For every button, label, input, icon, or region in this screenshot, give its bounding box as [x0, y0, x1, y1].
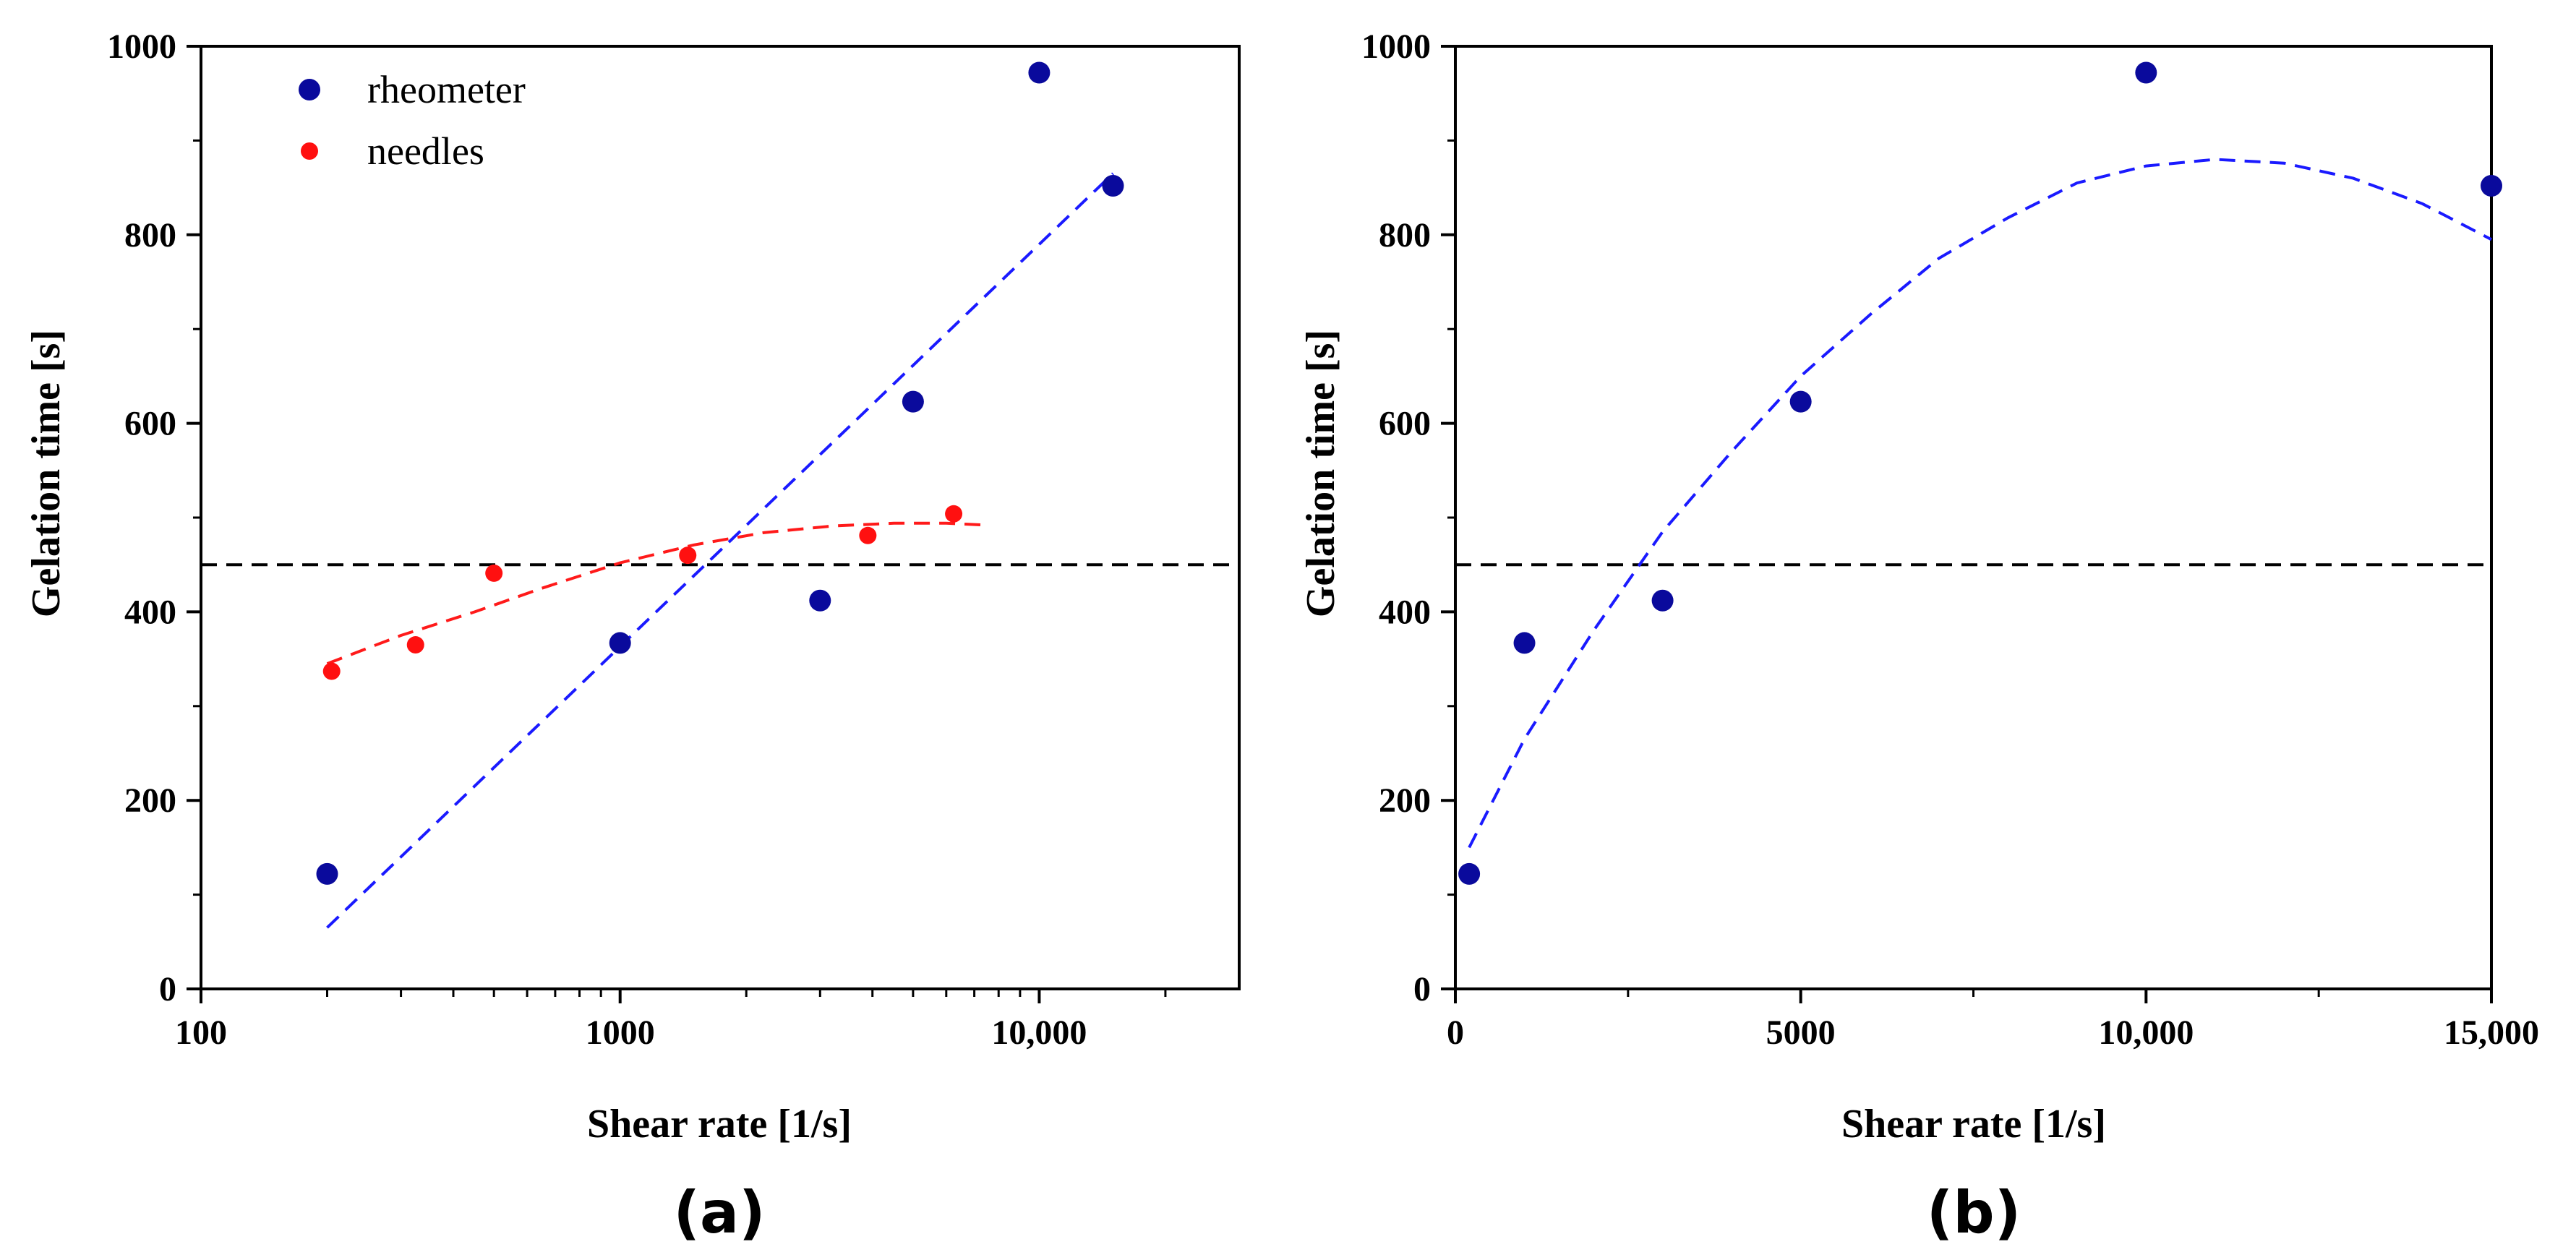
panel-a-point-needles — [945, 505, 963, 523]
panel-a-point-rheometer — [1028, 61, 1050, 84]
panel-b-xtick-label: 15,000 — [2444, 1013, 2539, 1052]
panel-a-plot-frame — [200, 45, 1241, 990]
panel-a-point-needles — [859, 526, 877, 544]
panel-b-ytick-label: 600 — [1379, 405, 1431, 443]
panel-a-legend-label-rheometer: rheometer — [367, 68, 526, 111]
panel-b-ytick-label: 800 — [1379, 216, 1431, 254]
panel-b-ytick-label: 0 — [1413, 970, 1431, 1008]
panel-b-label: (b) — [1927, 1179, 2021, 1246]
panel-a-xtick-label: 10,000 — [991, 1013, 1087, 1052]
panel-b-ylabel: Gelation time [s] — [1298, 330, 1343, 617]
panel-b-point-rheometer — [1651, 589, 1674, 612]
panel-a-ytick-label: 0 — [159, 970, 176, 1008]
panel-a-legend-label-needles: needles — [367, 129, 484, 173]
panel-a-xlabel: Shear rate [1/s] — [587, 1102, 852, 1147]
panel-a-point-rheometer — [1102, 174, 1124, 197]
panel-a-rheometer-fit — [326, 172, 1114, 929]
panel-b-xlabel: Shear rate [1/s] — [1841, 1102, 2106, 1147]
panel-a-xtick-label: 100 — [175, 1013, 227, 1052]
panel-b-point-rheometer — [2135, 61, 2157, 84]
panel-a-point-rheometer — [609, 632, 631, 654]
panel-a-point-needles — [322, 662, 341, 680]
panel-a-point-needles — [406, 636, 424, 654]
panel-a-point-rheometer — [809, 589, 831, 612]
panel-a-ytick-label: 1000 — [107, 27, 176, 66]
panel-b-xtick-label: 5000 — [1766, 1013, 1836, 1052]
panel-a-label: (a) — [673, 1179, 765, 1246]
panel-a-legend-marker-needles — [301, 142, 318, 160]
panel-a-chart: 0 200 400 600 800 1000 100 1000 10,000 rheometer n… — [24, 27, 1241, 1246]
panel-a-point-rheometer — [316, 862, 338, 885]
panel-b-xtick-label: 10,000 — [2098, 1013, 2194, 1052]
panel-b-chart: 0 200 400 600 800 1000 0 5000 10,000 15,000 Gelat… — [1298, 27, 2539, 1246]
panel-b-plot-frame — [1454, 45, 2493, 990]
panel-b-point-rheometer — [1789, 390, 1812, 413]
panel-a-ylabel: Gelation time [s] — [24, 330, 69, 617]
panel-a-needles-fit — [326, 521, 988, 665]
panel-a-ytick-label: 800 — [124, 216, 176, 254]
panel-b-rheometer-quadratic-fit — [1468, 158, 2492, 849]
panel-a-point-needles — [679, 547, 697, 565]
panel-b-ytick-label: 400 — [1379, 593, 1431, 631]
panel-a-ytick-label: 200 — [124, 781, 176, 820]
panel-b-xtick-label: 0 — [1447, 1013, 1464, 1052]
panel-b-ytick-label: 200 — [1379, 781, 1431, 820]
panel-a-ytick-label: 600 — [124, 405, 176, 443]
panel-a-point-rheometer — [902, 390, 924, 413]
panel-b-point-rheometer — [1458, 862, 1481, 885]
panel-a-ytick-label: 400 — [124, 593, 176, 631]
panel-b-ytick-label: 1000 — [1361, 27, 1431, 66]
panel-a-legend-marker-rheometer — [299, 79, 320, 100]
panel-b-point-rheometer — [2481, 174, 2502, 197]
panel-b-point-rheometer — [1513, 632, 1536, 654]
panel-a-xtick-label: 1000 — [586, 1013, 655, 1052]
panel-a-point-needles — [485, 564, 503, 582]
